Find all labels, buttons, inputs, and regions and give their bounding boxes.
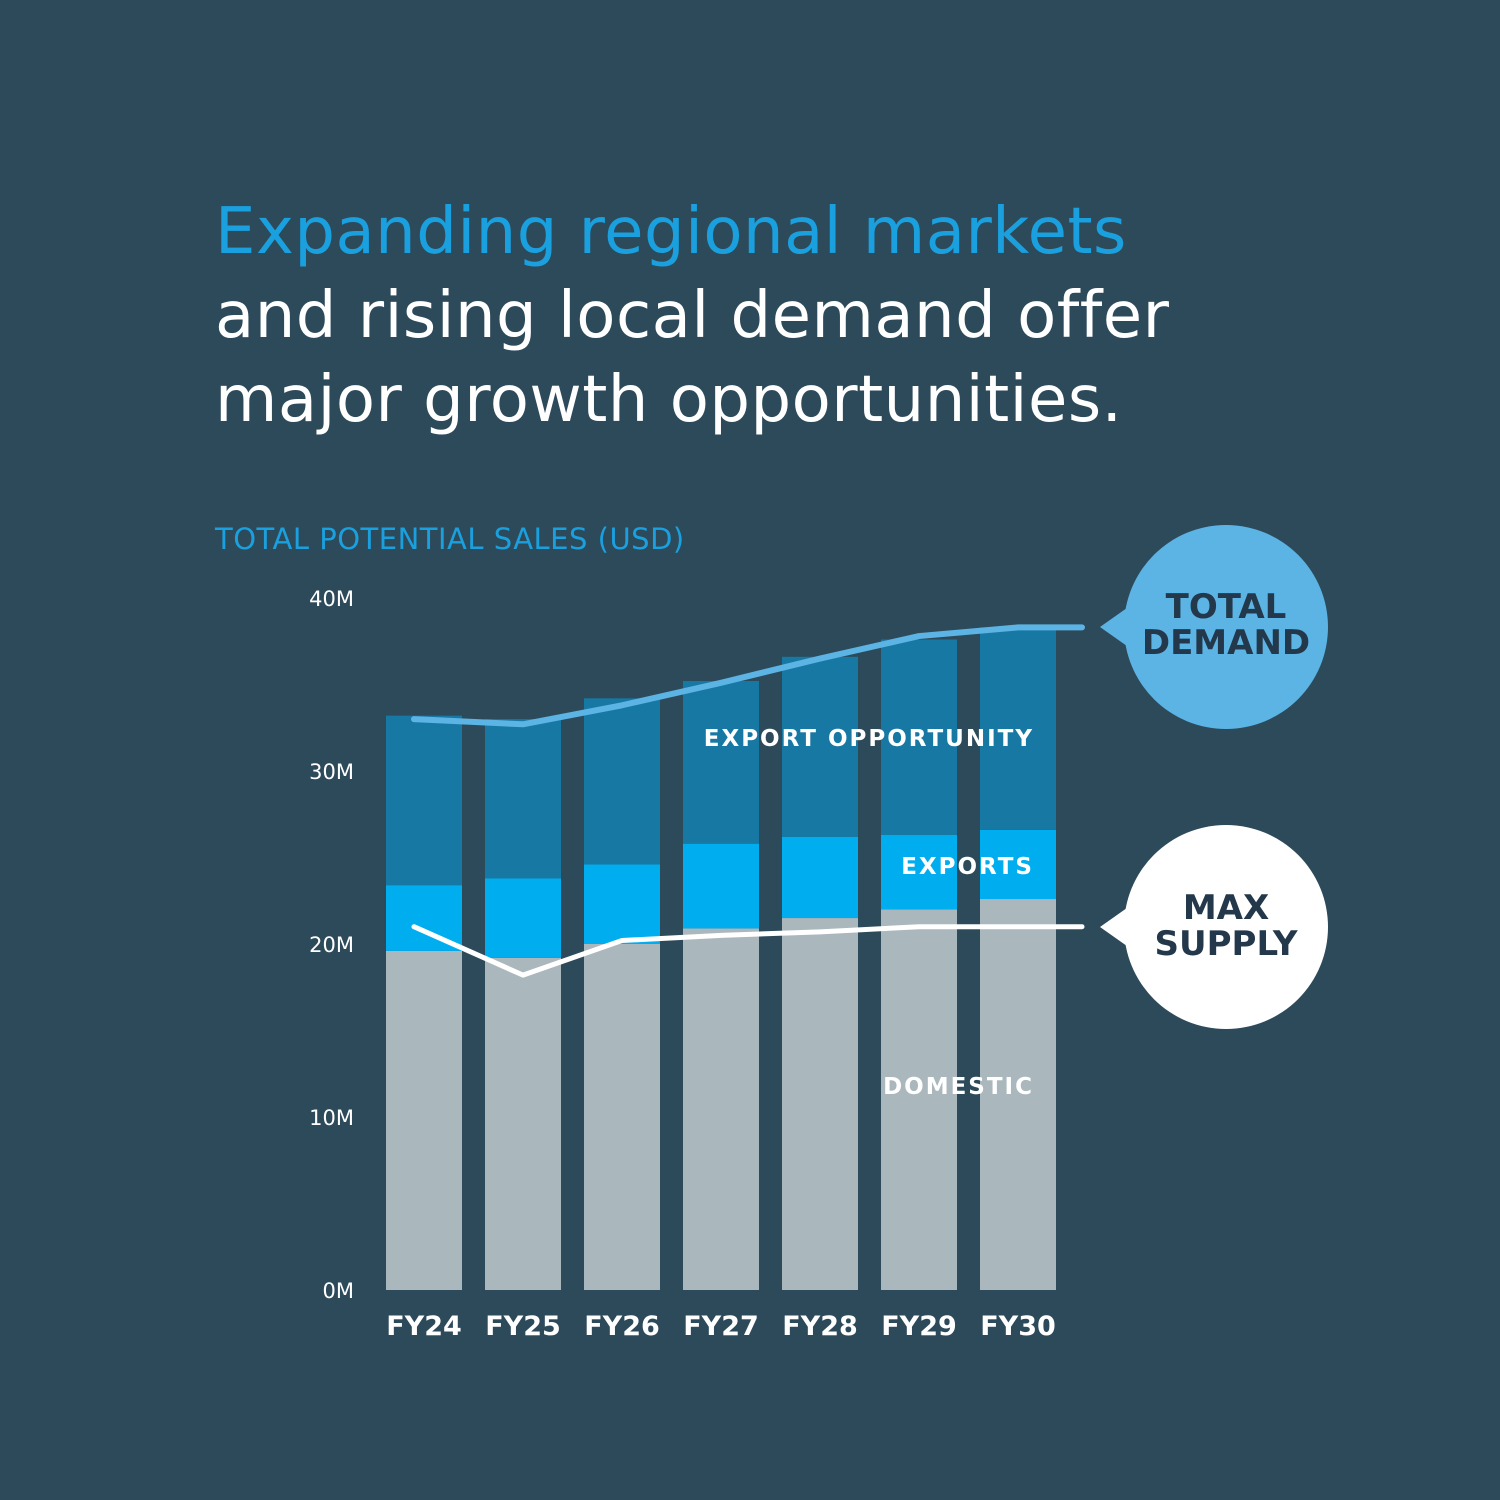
chart-subtitle: TOTAL POTENTIAL SALES (USD) (215, 522, 685, 556)
bar-segment-exports (980, 829, 1056, 900)
x-tick-label: FY26 (584, 1311, 660, 1342)
bar-segment-export-opportunity (683, 681, 759, 844)
max-supply-callout: MAX SUPPLY (1100, 825, 1328, 1029)
bar-segment-exports (485, 878, 561, 958)
x-tick-label: FY28 (782, 1311, 858, 1342)
total-demand-bubble (1124, 525, 1328, 729)
bar-segment-domestic (782, 918, 858, 1290)
bar-segment-export-opportunity (881, 639, 957, 836)
bar-segment-domestic (980, 899, 1056, 1290)
bar-segment-exports (683, 843, 759, 929)
x-tick-label: FY30 (980, 1311, 1056, 1342)
bars (386, 627, 1056, 1290)
max-supply-pointer (1100, 903, 1134, 951)
max-supply-line-2: SUPPLY (1155, 924, 1298, 964)
headline-accent: Expanding regional markets (215, 195, 1127, 269)
label-exports: EXPORTS (901, 854, 1034, 880)
callouts: TOTAL DEMAND MAX SUPPLY (1100, 525, 1328, 1029)
x-axis: FY24 FY25 FY26 FY27 FY28 FY29 FY30 (386, 1311, 1056, 1342)
y-tick-label: 10M (309, 1106, 354, 1130)
x-tick-label: FY29 (881, 1311, 957, 1342)
total-demand-pointer (1100, 603, 1134, 651)
bar-segment-domestic (881, 909, 957, 1290)
bar-segment-export-opportunity (584, 698, 660, 865)
bar-segment-domestic (485, 957, 561, 1290)
total-demand-line (411, 624, 1085, 728)
y-tick-label: 30M (309, 760, 354, 784)
bar-segment-domestic (386, 950, 462, 1290)
segment-labels: EXPORT OPPORTUNITY EXPORTS DOMESTIC (704, 726, 1034, 1100)
x-tick-label: FY27 (683, 1311, 759, 1342)
lines (411, 624, 1085, 978)
bar-segment-export-opportunity (386, 715, 462, 886)
label-domestic: DOMESTIC (883, 1074, 1034, 1100)
y-tick-label: 40M (309, 587, 354, 611)
y-axis: 0M 10M 20M 30M 40M (309, 587, 354, 1303)
headline-line-2: and rising local demand offer (215, 279, 1170, 353)
max-supply-line (411, 924, 1085, 978)
bar-segment-domestic (683, 928, 759, 1290)
bar-segment-exports (881, 835, 957, 910)
bar-segment-exports (782, 836, 858, 919)
max-supply-bubble (1124, 825, 1328, 1029)
bar-segment-exports (584, 864, 660, 944)
total-demand-line-2: DEMAND (1142, 623, 1310, 663)
bar-segment-export-opportunity (980, 627, 1056, 830)
bar-segment-export-opportunity (485, 719, 561, 879)
bar-segment-domestic (584, 944, 660, 1290)
label-export-opportunity: EXPORT OPPORTUNITY (704, 726, 1034, 752)
headline-line-3: major growth opportunities. (215, 363, 1123, 437)
x-tick-label: FY24 (386, 1311, 462, 1342)
y-tick-label: 0M (323, 1279, 354, 1303)
bar-segment-export-opportunity (782, 656, 858, 837)
total-demand-callout: TOTAL DEMAND (1100, 525, 1328, 729)
y-tick-label: 20M (309, 933, 354, 957)
headline: Expanding regional markets and rising lo… (215, 190, 1395, 442)
total-demand-line-1: TOTAL (1166, 587, 1287, 627)
x-tick-label: FY25 (485, 1311, 561, 1342)
max-supply-line-1: MAX (1183, 888, 1269, 928)
